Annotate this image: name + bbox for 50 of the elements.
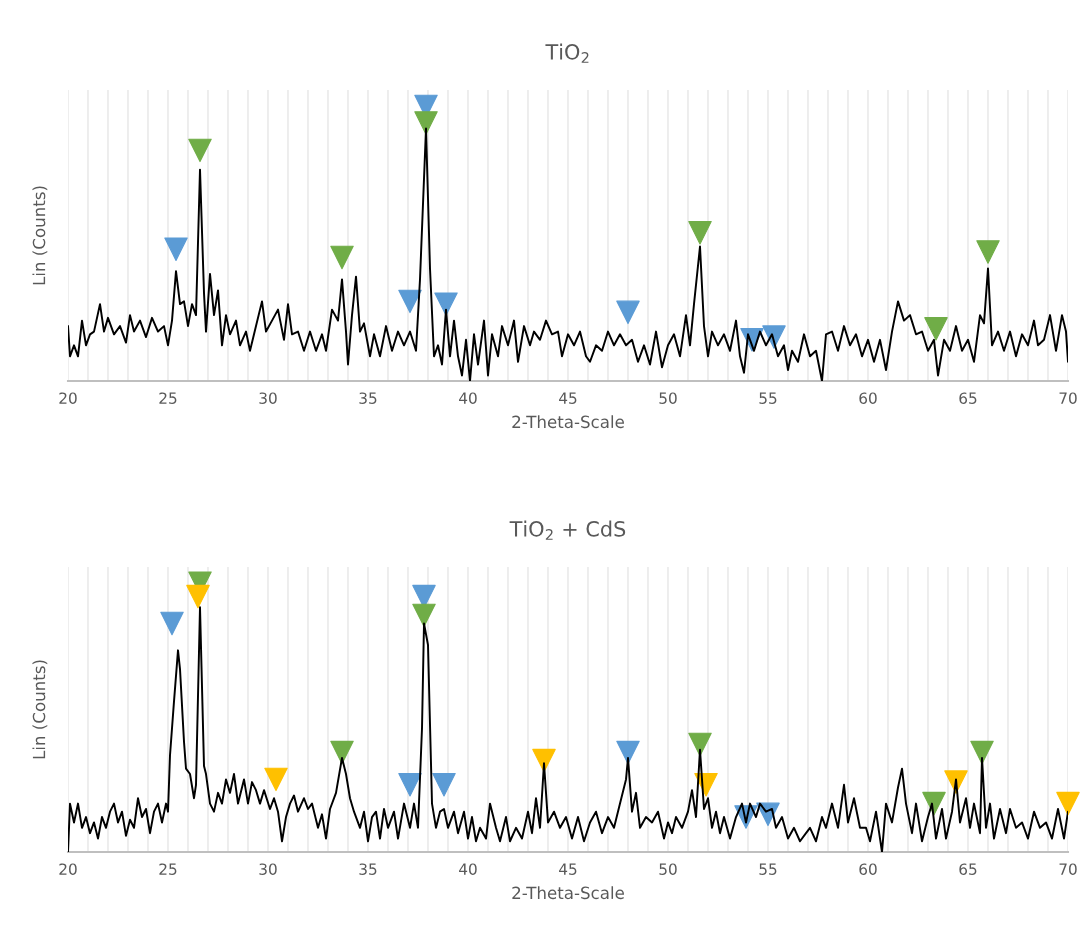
chart-title: TiO$_{2}$ + CdS (509, 520, 626, 540)
x-tick-label: 55 (759, 863, 777, 875)
x-tick-label: 35 (359, 863, 377, 875)
point (414, 111, 438, 135)
x-tick-label: 20 (59, 863, 77, 875)
x-tick-label: 70 (1059, 863, 1077, 875)
x-tick-label: 70 (1059, 392, 1077, 404)
point (976, 240, 1000, 264)
point (398, 289, 422, 314)
point (1056, 791, 1080, 816)
x-tick-label: 50 (659, 863, 677, 875)
x-tick-label: 65 (959, 863, 977, 875)
x-tick-label: 25 (159, 863, 177, 875)
point (924, 317, 948, 341)
point (160, 611, 184, 636)
point (434, 292, 458, 316)
point (616, 300, 640, 325)
x-tick-label: 25 (159, 392, 177, 404)
x-tick-label: 60 (859, 392, 877, 404)
point (264, 767, 288, 792)
point (330, 245, 354, 270)
x-tick-label: 30 (259, 392, 277, 404)
point (412, 603, 436, 628)
x-tick-label: 40 (459, 392, 477, 404)
x-tick-label: 45 (559, 863, 577, 875)
point (688, 221, 712, 245)
x-tick-label: 45 (559, 392, 577, 404)
point (532, 748, 556, 773)
point (188, 138, 212, 163)
y-axis-title: Lin (Counts) (32, 186, 48, 285)
x-tick-label: 20 (59, 392, 77, 404)
x-tick-label: 35 (359, 392, 377, 404)
x-tick-label: 40 (459, 863, 477, 875)
x-tick-label: 50 (659, 392, 677, 404)
chart-title: TiO$_{2}$ (545, 43, 589, 63)
x-tick-label: 60 (859, 863, 877, 875)
point (398, 773, 422, 797)
point (688, 732, 712, 757)
x-axis-title: 2-Theta-Scale (512, 886, 624, 900)
y-axis-title: Lin (Counts) (32, 660, 48, 759)
point (432, 773, 456, 797)
x-tick-label: 55 (759, 392, 777, 404)
point (970, 740, 994, 765)
x-tick-label: 65 (959, 392, 977, 404)
x-axis-title: 2-Theta-Scale (512, 415, 624, 429)
point (616, 740, 640, 765)
point (164, 237, 188, 261)
point (922, 791, 946, 816)
x-tick-label: 30 (259, 863, 277, 875)
point (186, 584, 210, 609)
